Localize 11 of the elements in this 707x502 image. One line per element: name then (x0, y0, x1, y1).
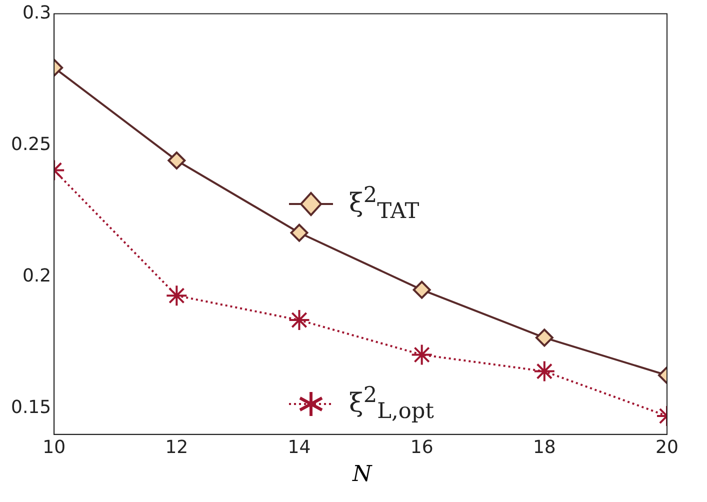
x-tick-label: 12 (165, 436, 188, 458)
y-tick-label: 0.15 (11, 396, 52, 418)
y-tick-label: 0.25 (11, 134, 52, 155)
x-tick-label: 16 (410, 436, 434, 458)
x-tick-label: 10 (42, 436, 66, 458)
x-axis-title: N (352, 462, 372, 487)
x-tick-label: 20 (656, 436, 678, 458)
y-tick-label: 0.2 (22, 265, 52, 286)
y-tick-label: 0.3 (22, 2, 52, 24)
x-tick-label: 14 (288, 436, 311, 458)
x-tick-label: 18 (532, 436, 556, 458)
